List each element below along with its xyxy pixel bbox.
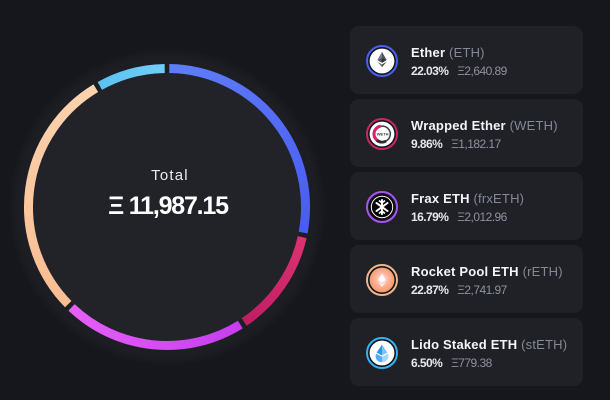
svg-text:WETH: WETH [376,131,388,136]
